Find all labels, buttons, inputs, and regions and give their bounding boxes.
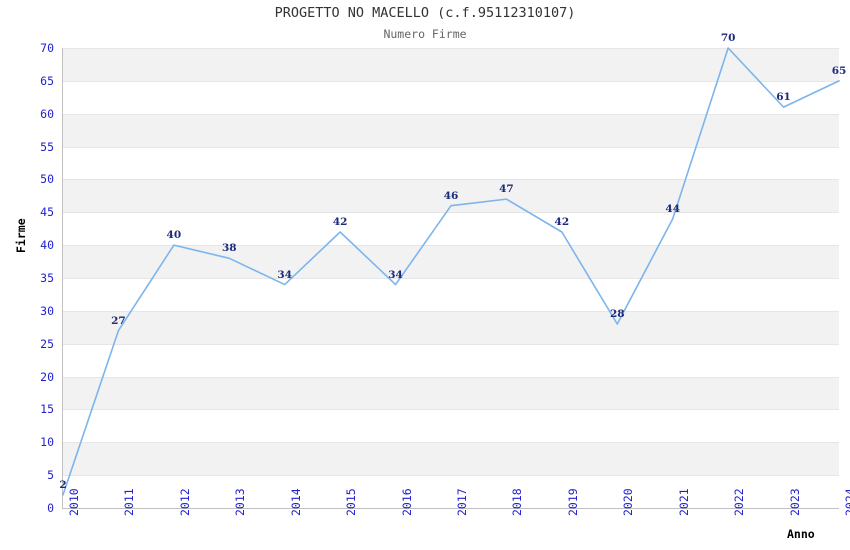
data-label: 65 xyxy=(831,64,847,77)
gridline xyxy=(63,343,839,345)
x-axis-tick-label: 2022 xyxy=(732,488,747,516)
y-axis-tick-label: 45 xyxy=(40,205,54,220)
data-label: 34 xyxy=(388,268,403,281)
data-label: 28 xyxy=(609,308,625,320)
series-line-numero-firme xyxy=(62,47,840,496)
x-axis-tick-label: 2014 xyxy=(288,488,303,516)
plot-band xyxy=(63,310,839,344)
data-label: 44 xyxy=(665,202,681,215)
x-axis-tick-label: 2020 xyxy=(621,488,636,516)
x-axis-tick-label: 2010 xyxy=(67,488,81,516)
data-label: 42 xyxy=(554,216,570,228)
gridline xyxy=(63,146,839,148)
x-axis-tick-labels: 2010 2011 2012 2013 2014 2015 2016 2017 2018 2019… xyxy=(62,488,850,550)
data-label: 38 xyxy=(221,242,237,255)
y-axis-tick-label: 0 xyxy=(47,501,54,515)
chart-title: PROGETTO NO MACELLO (c.f.95112310107) xyxy=(274,5,576,21)
x-axis-tick-label: 2012 xyxy=(177,488,192,516)
y-axis-tick-label: 30 xyxy=(40,303,54,318)
plot-band xyxy=(63,245,839,278)
plot-band xyxy=(63,442,839,476)
gridline xyxy=(63,80,839,82)
data-label: 40 xyxy=(166,229,182,242)
data-label: 34 xyxy=(277,268,293,281)
chart-subtitle: Numero Firme xyxy=(383,27,467,41)
gridline xyxy=(63,179,839,181)
x-axis-tick-label: 2013 xyxy=(233,488,248,516)
x-axis-tick-label: 2024 xyxy=(843,488,850,516)
plot-band xyxy=(63,48,839,81)
y-axis-tick-label: 10 xyxy=(40,435,54,450)
x-axis-tick-label: 2019 xyxy=(565,488,580,516)
data-label: 70 xyxy=(720,32,736,44)
gridline xyxy=(63,475,839,477)
y-axis-tick-label: 15 xyxy=(40,402,54,417)
gridline xyxy=(63,278,839,279)
y-axis-tick-label: 50 xyxy=(40,172,54,187)
gridline xyxy=(63,212,839,214)
data-label: 61 xyxy=(776,91,791,104)
gridline xyxy=(63,376,839,378)
y-axis-tick-label: 65 xyxy=(40,73,54,88)
x-axis-tick-label: 2017 xyxy=(455,488,469,516)
x-axis-tick-label: 2016 xyxy=(399,488,414,516)
plot-band xyxy=(63,376,839,410)
y-axis-tick-label: 25 xyxy=(40,336,54,351)
data-label: 2 xyxy=(59,478,67,491)
y-axis-tick-label: 35 xyxy=(40,271,54,285)
data-label: 47 xyxy=(499,183,514,196)
gridline xyxy=(63,442,839,444)
x-axis-title: Anno xyxy=(787,527,815,541)
y-axis-tick-label: 5 xyxy=(47,468,54,483)
y-axis-tick-label: 40 xyxy=(40,238,54,253)
series-path xyxy=(62,47,840,496)
y-axis-tick-label: 70 xyxy=(40,41,54,55)
plot-band xyxy=(63,113,839,147)
data-label: 42 xyxy=(332,216,348,228)
y-axis-tick-label: 60 xyxy=(40,106,54,121)
x-axis-tick-label: 2023 xyxy=(787,488,802,516)
x-axis-tick-label: 2011 xyxy=(122,488,137,516)
gridline xyxy=(63,310,839,312)
y-axis-tick-label: 55 xyxy=(40,139,54,154)
data-label: 46 xyxy=(443,189,459,202)
y-axis-tick-labels: 0 5 10 15 20 25 30 35 40 45 50 55 60 65 70 xyxy=(0,41,54,515)
x-axis-tick-label: 2015 xyxy=(344,488,359,516)
gridline xyxy=(63,48,839,49)
y-axis-tick-label: 20 xyxy=(40,369,54,384)
plot-area: 2 27 40 38 34 42 34 46 47 42 28 44 70 61 65 xyxy=(59,32,846,509)
x-axis-tick-label: 2018 xyxy=(510,488,525,516)
gridline xyxy=(63,113,839,115)
x-axis-tick-label: 2021 xyxy=(676,488,691,516)
gridline xyxy=(63,409,839,411)
gridline xyxy=(63,245,839,247)
data-label: 27 xyxy=(111,314,126,327)
